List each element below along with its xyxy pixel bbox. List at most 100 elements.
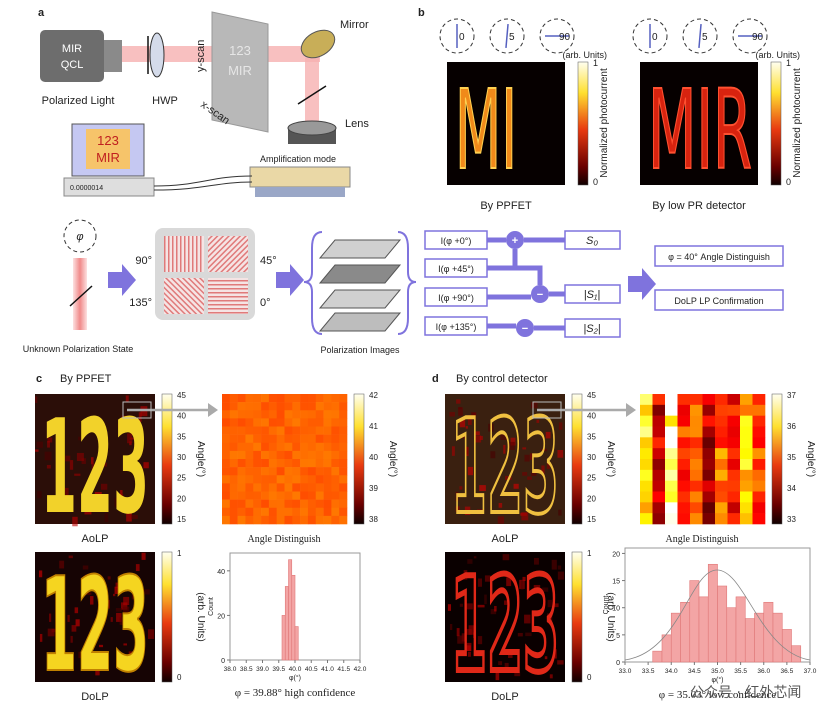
heatmap-cell	[339, 507, 348, 517]
heatmap-cell	[640, 513, 653, 525]
noise	[103, 599, 110, 609]
heatmap-cell	[740, 469, 753, 481]
heatmap-cell	[222, 483, 231, 492]
noise	[91, 463, 95, 472]
panel-title: By control detector	[456, 373, 548, 385]
noise	[474, 431, 480, 436]
heatmap-cell	[339, 426, 348, 435]
heatmap-cell	[222, 507, 231, 517]
noise	[35, 396, 38, 403]
cbar-tick: 1	[593, 58, 598, 68]
panel-title: By PPFET	[60, 373, 112, 385]
heatmap-cell	[284, 515, 293, 525]
panel-label: a	[38, 7, 45, 19]
heatmap-cell	[276, 499, 285, 509]
image-plate	[318, 312, 402, 332]
heatmap-cell	[715, 394, 728, 406]
operator	[531, 285, 549, 303]
zoom-arrow-head	[208, 403, 218, 417]
noise	[545, 431, 551, 439]
heatmap-cell	[284, 442, 293, 452]
y-axis-label: Count	[603, 596, 610, 615]
mirror	[300, 29, 336, 59]
noise	[35, 449, 39, 452]
heatmap-cell	[323, 442, 332, 452]
heatmap-cell	[690, 491, 703, 503]
heatmap-cell	[307, 418, 317, 427]
heatmap-cell	[292, 467, 301, 476]
cbar-tick: 1	[587, 549, 592, 558]
lens	[287, 120, 337, 136]
heatmap-cell	[276, 459, 285, 468]
result: φ = 40° Angle Distinguish	[668, 252, 770, 262]
heatmap-cell	[237, 507, 246, 517]
angle-label: 135°	[129, 297, 152, 309]
cbar-tick: 40	[369, 453, 378, 462]
noise	[100, 483, 108, 490]
heatmap-cell	[677, 513, 691, 525]
heatmap-cell	[261, 426, 270, 435]
noise	[524, 454, 530, 462]
heatmap-cell	[665, 415, 678, 427]
noise	[527, 476, 532, 480]
heatmap-cell	[261, 394, 270, 403]
heatmap-cell	[268, 467, 277, 476]
image-text: MIR	[648, 66, 752, 194]
heatmap-cell	[331, 515, 340, 525]
x-tick-label: 39.5	[272, 666, 285, 673]
bar	[781, 629, 792, 663]
heatmap-cell	[727, 426, 741, 438]
x-tick-label: 37.0	[804, 668, 817, 675]
heatmap-cell	[229, 507, 238, 517]
caption: Amplification mode	[260, 154, 336, 164]
noise	[466, 603, 473, 610]
heatmap-cell	[339, 475, 348, 484]
qcl-nozzle	[104, 40, 122, 72]
heatmap-cell	[640, 469, 653, 481]
heatmap-cell	[261, 442, 270, 452]
watermark: 公众号 · 红外芯闻	[690, 685, 801, 701]
heatmap-cell	[665, 437, 678, 449]
heatmap-cell	[331, 426, 340, 435]
sample-text: 123	[229, 43, 251, 58]
noise	[99, 439, 106, 447]
amplifier	[63, 177, 155, 197]
heatmap-cell	[331, 434, 340, 444]
cbar-label: Angle(°)	[805, 441, 816, 477]
noise	[479, 435, 483, 441]
heatmap-cell	[740, 502, 753, 514]
noise	[557, 449, 564, 458]
noise	[455, 506, 460, 513]
heatmap-cell	[677, 404, 691, 416]
heatmap-cell	[261, 434, 270, 444]
heatmap-cell	[715, 513, 728, 525]
cbar-tick: 38	[369, 515, 378, 524]
cbar-tick: 42	[369, 391, 378, 400]
bar	[744, 618, 755, 663]
noise	[135, 439, 143, 446]
noise	[464, 506, 471, 516]
noise	[455, 491, 459, 502]
heatmap-cell	[690, 404, 703, 416]
heatmap-cell	[307, 483, 317, 492]
heatmap-cell	[331, 483, 340, 492]
heatmap-cell	[268, 434, 277, 444]
noise	[484, 594, 487, 605]
noise	[47, 628, 55, 637]
noise	[84, 509, 92, 515]
noise	[119, 617, 124, 625]
heatmap-cell	[268, 410, 277, 419]
heatmap-cell	[253, 418, 262, 427]
heatmap-cell	[323, 418, 332, 427]
heatmap-cell	[245, 410, 254, 419]
image	[35, 394, 155, 524]
heatmap-cell	[253, 450, 262, 460]
heatmap-cell	[268, 450, 277, 460]
input: I(φ +90°)	[438, 293, 474, 303]
heatmap-cell	[245, 426, 254, 435]
heatmap-cell	[740, 426, 753, 438]
cbar-tick: 0	[786, 177, 791, 187]
heatmap-cell	[237, 410, 246, 419]
noise	[64, 487, 69, 497]
